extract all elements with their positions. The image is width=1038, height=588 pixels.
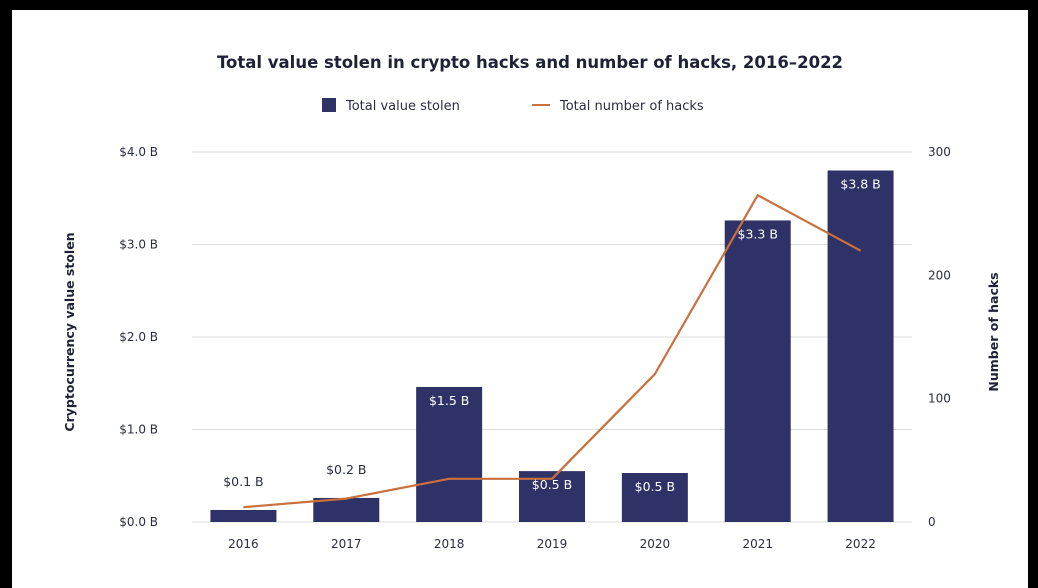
hacks-series-line xyxy=(243,194,862,509)
y2-tick-label: 0 xyxy=(928,515,936,529)
chart-card: Total value stolen in crypto hacks and n… xyxy=(12,10,1028,588)
bar-value-label: $0.1 B xyxy=(223,474,263,489)
x-tick-label: 2018 xyxy=(434,537,465,551)
y-axis-title: Cryptocurrency value stolen xyxy=(62,232,77,431)
bars xyxy=(210,170,894,522)
y-tick-label: $4.0 B xyxy=(119,145,158,159)
chart-title: Total value stolen in crypto hacks and n… xyxy=(217,53,843,72)
y-tick-label: $3.0 B xyxy=(119,238,158,252)
left-axis-ticks: $0.0 B $1.0 B $2.0 B $3.0 B $4.0 B xyxy=(119,145,158,529)
y2-tick-label: 200 xyxy=(928,268,951,282)
legend: Total value stolen Total number of hacks xyxy=(322,98,704,114)
y-tick-label: $2.0 B xyxy=(119,330,158,344)
legend-bar-swatch xyxy=(322,98,336,112)
x-axis-ticks: 2016 2017 2018 2019 2020 2021 2022 xyxy=(228,537,876,551)
bar xyxy=(621,472,688,522)
bar-value-label: $0.5 B xyxy=(532,477,572,492)
x-tick-label: 2016 xyxy=(228,537,259,551)
bar xyxy=(827,170,894,522)
bar-value-label: $1.5 B xyxy=(429,393,469,408)
y-tick-label: $1.0 B xyxy=(119,423,158,437)
y2-tick-label: 100 xyxy=(928,392,951,406)
x-tick-label: 2019 xyxy=(537,537,568,551)
right-axis-ticks: 0 100 200 300 xyxy=(928,145,951,529)
x-tick-label: 2020 xyxy=(640,537,671,551)
y2-axis-title: Number of hacks xyxy=(986,272,1001,391)
x-tick-label: 2022 xyxy=(845,537,876,551)
bar-value-label: $3.8 B xyxy=(840,177,880,192)
bar xyxy=(416,386,483,522)
bar xyxy=(313,497,380,522)
bar-value-label: $0.2 B xyxy=(326,462,366,477)
legend-line-label: Total number of hacks xyxy=(559,99,704,114)
y2-tick-label: 300 xyxy=(928,145,951,159)
x-tick-label: 2021 xyxy=(742,537,773,551)
hacks-line xyxy=(243,194,862,509)
bar xyxy=(210,509,277,522)
x-tick-label: 2017 xyxy=(331,537,362,551)
bar-value-label: $0.5 B xyxy=(635,479,675,494)
bar-value-label: $3.3 B xyxy=(738,226,778,241)
gridlines xyxy=(192,151,912,523)
bar xyxy=(724,220,791,522)
legend-bar-label: Total value stolen xyxy=(345,99,460,114)
chart: Total value stolen in crypto hacks and n… xyxy=(62,53,1001,551)
y-tick-label: $0.0 B xyxy=(119,515,158,529)
bar-value-labels: $0.1 B $0.2 B $1.5 B $0.5 B $0.5 B $3.3 B $3.8… xyxy=(223,177,881,494)
